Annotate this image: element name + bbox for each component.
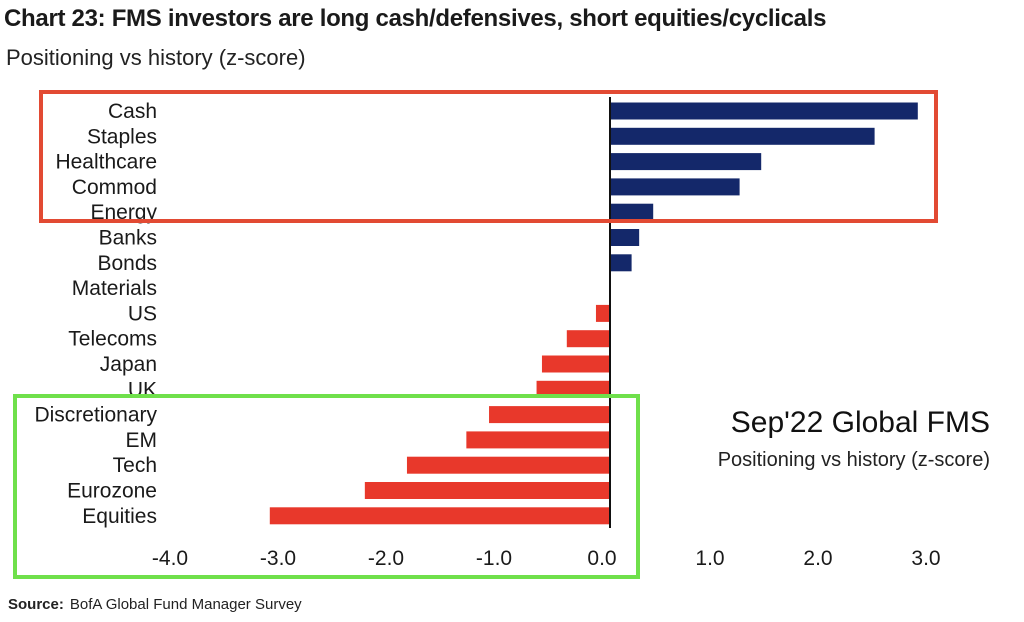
category-label-staples: Staples	[87, 125, 157, 148]
bar-bonds	[610, 254, 632, 272]
category-label-materials: Materials	[72, 277, 157, 300]
x-tick-label: -3.0	[260, 547, 296, 570]
bar-cash	[610, 102, 918, 120]
x-tick-label: -1.0	[476, 547, 512, 570]
category-label-cash: Cash	[108, 100, 157, 123]
category-label-commod: Commod	[72, 176, 157, 199]
bar-us	[595, 304, 610, 322]
category-label-eurozone: Eurozone	[67, 480, 157, 503]
bar-banks	[610, 229, 640, 246]
source-note: Source: BofA Global Fund Manager Survey	[8, 596, 302, 613]
bar-eurozone	[364, 482, 610, 499]
category-label-energy: Energy	[90, 201, 157, 224]
inset-subtitle: Positioning vs history (z-score)	[717, 449, 990, 471]
bar-commod	[610, 178, 740, 196]
source-text: BofA Global Fund Manager Survey	[69, 596, 302, 613]
category-label-em: EM	[126, 429, 158, 452]
x-tick-label: -2.0	[368, 547, 404, 570]
source-label: Source:	[8, 596, 64, 613]
bar-uk	[536, 380, 610, 398]
bar-discretionary	[489, 406, 610, 424]
x-tick-label: 0.0	[587, 547, 616, 570]
bar-telecoms	[566, 330, 610, 348]
bar-equities	[269, 507, 610, 525]
category-label-bonds: Bonds	[97, 252, 157, 275]
bar-em	[466, 431, 610, 449]
category-label-japan: Japan	[100, 353, 157, 376]
x-tick-label: 2.0	[803, 547, 832, 570]
category-label-us: US	[128, 302, 157, 325]
inset-title: Sep'22 Global FMS	[730, 406, 990, 439]
bar-tech	[406, 456, 610, 474]
highlight-box-defensives	[39, 90, 938, 223]
bar-japan	[541, 355, 610, 373]
category-label-healthcare: Healthcare	[55, 151, 157, 174]
bar-staples	[610, 127, 875, 145]
category-label-discretionary: Discretionary	[34, 404, 157, 427]
x-tick-label: -4.0	[152, 547, 188, 570]
highlight-box-cyclicals	[13, 394, 640, 579]
chart-title: Chart 23: FMS investors are long cash/de…	[4, 5, 827, 32]
category-label-banks: Banks	[99, 227, 157, 250]
category-label-equities: Equities	[82, 505, 157, 528]
category-label-telecoms: Telecoms	[68, 328, 157, 351]
category-label-tech: Tech	[113, 454, 157, 477]
chart-subtitle: Positioning vs history (z-score)	[6, 45, 306, 70]
bar-energy	[610, 203, 654, 221]
bar-healthcare	[610, 153, 762, 171]
x-tick-label: 1.0	[695, 547, 724, 570]
x-tick-label: 3.0	[911, 547, 940, 570]
